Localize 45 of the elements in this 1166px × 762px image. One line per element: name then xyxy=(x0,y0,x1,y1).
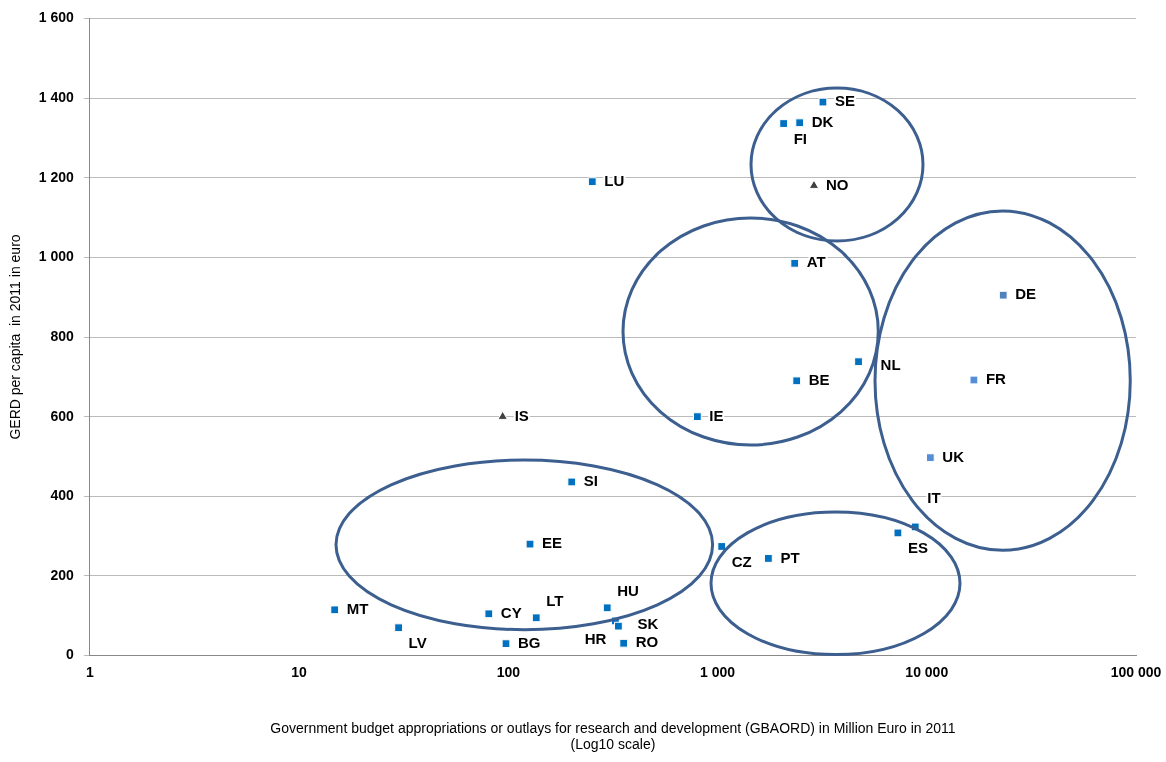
annotation: FI xyxy=(793,129,807,147)
annotation: LU xyxy=(604,171,625,189)
annotation: SK xyxy=(637,615,659,633)
y-tick-label: 200 xyxy=(50,566,75,583)
annotation: IE xyxy=(709,406,724,424)
annotation: PT xyxy=(780,548,800,566)
x-tick-label: 1 000 xyxy=(700,663,736,680)
annotation: FR xyxy=(985,370,1007,388)
y-tick-label: 0 xyxy=(66,646,75,663)
x-tick-label: 100 000 xyxy=(1110,663,1162,680)
annotation: CY xyxy=(500,603,522,621)
y-tick-label: 400 xyxy=(50,487,75,504)
annotation: EE xyxy=(542,534,563,552)
x-tick-label: 10 000 xyxy=(905,663,949,680)
annotation: IS xyxy=(514,406,529,424)
y-tick-label: 1 200 xyxy=(38,168,75,185)
annotation: IT xyxy=(927,489,941,507)
annotation: NO xyxy=(825,175,849,193)
y-tick-label: 1 000 xyxy=(38,248,75,265)
annotation: BE xyxy=(808,370,830,388)
y-tick-label: 1 600 xyxy=(38,9,75,26)
x-axis-title: Government budget appropriations or outlays for research and development (GBAORD) in Million Euro in 2011 (Log10 scale) xyxy=(270,719,956,753)
x-tick-label: 1 xyxy=(85,663,94,680)
y-tick-label: 800 xyxy=(50,327,75,344)
annotation: ES xyxy=(907,539,928,557)
annotation: AT xyxy=(806,253,826,271)
annotation: MT xyxy=(346,599,369,617)
annotation: LV xyxy=(408,633,427,651)
annotation: NL xyxy=(880,355,901,373)
y-tick-label: 600 xyxy=(50,407,75,424)
annotation: SI xyxy=(583,472,598,490)
annotation: CZ xyxy=(731,552,752,570)
x-tick-label: 100 xyxy=(496,663,521,680)
annotation: BG xyxy=(518,633,541,651)
x-tick-label: 10 xyxy=(291,663,308,680)
annotation: DE xyxy=(1015,285,1037,303)
annotation: HR xyxy=(584,630,607,648)
annotation: DK xyxy=(811,112,834,130)
annotation: RO xyxy=(635,633,659,651)
annotation: LT xyxy=(546,591,564,609)
annotation: SE xyxy=(834,92,855,110)
y-axis-title: GERD per capita in 2011 in euro xyxy=(7,234,24,440)
annotation: UK xyxy=(942,447,965,465)
y-tick-label: 1 400 xyxy=(38,88,75,105)
annotation: HU xyxy=(617,581,639,599)
